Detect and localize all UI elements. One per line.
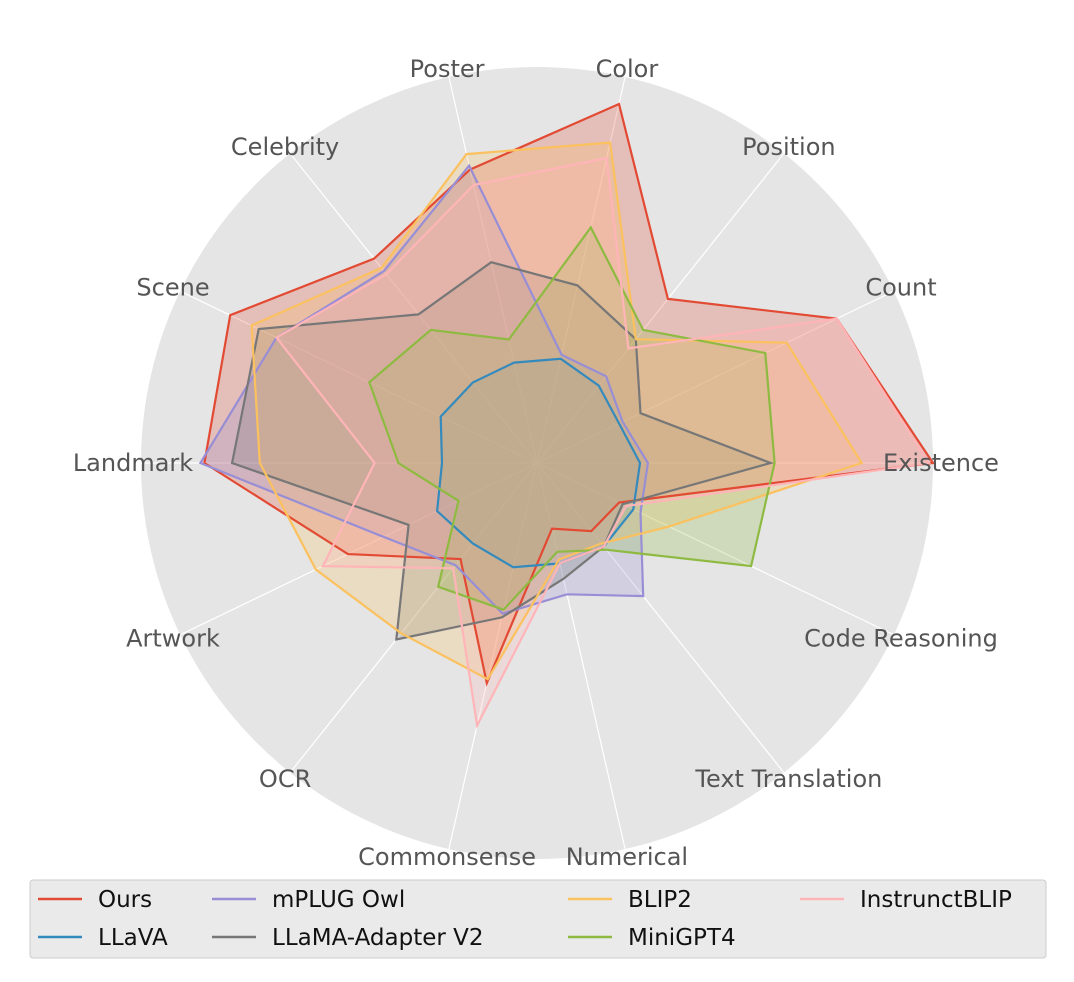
series-fill-minigpt4	[369, 227, 775, 610]
legend: Ours LLaVA mPLUG Owl LLaMA-Adapter V2 BLIP2 M…	[29, 879, 1047, 959]
series-line-llama-adapter-v2	[230, 261, 775, 641]
series-fill-mplug-owl	[200, 165, 648, 614]
legend-label-blip2: BLIP2	[628, 887, 692, 913]
axis-label-commonsense: Commonsense	[358, 843, 536, 871]
axis-labels: Existence Count Position Color Poster Celebri…	[73, 55, 999, 871]
spoke-code-reasoning	[536, 462, 895, 636]
axis-label-celebrity: Celebrity	[231, 133, 339, 161]
spoke-position	[536, 153, 785, 464]
series-line-minigpt4	[368, 225, 776, 611]
legend-label-llava: LLaVA	[98, 925, 168, 951]
axis-label-count: Count	[865, 274, 936, 302]
axis-label-existence: Existence	[883, 449, 999, 477]
legend-box	[29, 879, 1047, 959]
spoke-ocr	[289, 462, 538, 773]
spoke-commonsense	[448, 462, 538, 850]
spoke-numerical	[536, 462, 626, 850]
axis-label-text-translation: Text Translation	[694, 765, 882, 793]
spoke-scene	[179, 290, 538, 464]
axis-label-poster: Poster	[410, 55, 485, 83]
axis-label-landmark: Landmark	[73, 449, 193, 477]
series-fill-llava	[437, 358, 640, 568]
spoke-poster	[448, 76, 538, 464]
series-line-blip2	[250, 141, 864, 681]
spoke-color	[536, 76, 626, 464]
axis-label-artwork: Artwork	[126, 624, 220, 652]
series-line-instrunctblip	[274, 156, 931, 730]
legend-label-minigpt4: MiniGPT4	[628, 925, 736, 951]
legend-label-ours: Ours	[98, 887, 152, 913]
legend-label-mplug-owl: mPLUG Owl	[272, 887, 405, 913]
radar-grid	[141, 67, 933, 859]
legend-label-instrunctblip: InstrunctBLIP	[860, 887, 1012, 913]
spoke-text-translation	[536, 462, 785, 773]
axis-label-position: Position	[742, 133, 835, 161]
series-line-mplug-owl	[198, 163, 650, 615]
axis-label-color: Color	[596, 55, 659, 83]
axis-label-numerical: Numerical	[566, 843, 688, 871]
legend-label-llama-adapter-v2: LLaMA-Adapter V2	[272, 925, 484, 951]
axis-label-scene: Scene	[136, 274, 209, 302]
radar-series	[198, 102, 935, 730]
spoke-artwork	[179, 462, 538, 636]
axis-label-ocr: OCR	[259, 765, 311, 793]
axis-label-code-reasoning: Code Reasoning	[804, 624, 998, 652]
spoke-celebrity	[289, 153, 538, 464]
series-line-ours	[203, 102, 935, 687]
